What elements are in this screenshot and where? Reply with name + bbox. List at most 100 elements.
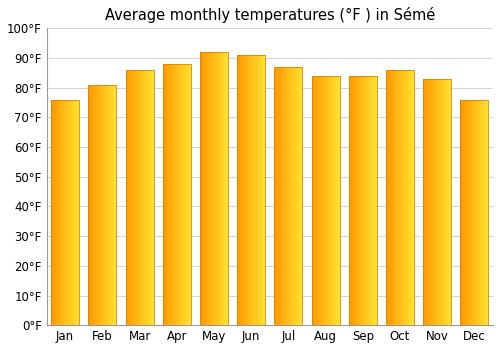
Bar [429, 79, 430, 325]
Bar [173, 64, 174, 325]
Bar [168, 64, 170, 325]
Bar [403, 70, 404, 325]
Bar [464, 99, 465, 325]
Bar [188, 64, 189, 325]
Bar [102, 85, 104, 325]
Bar [460, 99, 462, 325]
Bar [286, 67, 288, 325]
Bar [278, 67, 279, 325]
Bar [241, 55, 242, 325]
Bar [135, 70, 136, 325]
Bar [335, 76, 336, 325]
Bar [144, 70, 145, 325]
Bar [321, 76, 322, 325]
Bar [90, 85, 91, 325]
Bar [107, 85, 108, 325]
Bar [96, 85, 97, 325]
Bar [149, 70, 150, 325]
Bar [318, 76, 319, 325]
Bar [364, 76, 366, 325]
Bar [386, 70, 414, 325]
Bar [481, 99, 482, 325]
Bar [52, 99, 53, 325]
Bar [78, 99, 79, 325]
Bar [486, 99, 488, 325]
Bar [274, 67, 302, 325]
Bar [432, 79, 434, 325]
Bar [152, 70, 154, 325]
Bar [184, 64, 185, 325]
Bar [163, 64, 164, 325]
Bar [472, 99, 474, 325]
Bar [322, 76, 323, 325]
Bar [465, 99, 466, 325]
Bar [201, 52, 202, 325]
Bar [147, 70, 148, 325]
Bar [60, 99, 62, 325]
Bar [174, 64, 175, 325]
Bar [295, 67, 296, 325]
Bar [142, 70, 144, 325]
Bar [180, 64, 182, 325]
Bar [350, 76, 352, 325]
Bar [359, 76, 360, 325]
Bar [222, 52, 224, 325]
Bar [462, 99, 464, 325]
Bar [410, 70, 411, 325]
Bar [97, 85, 98, 325]
Bar [140, 70, 141, 325]
Bar [440, 79, 441, 325]
Bar [237, 55, 265, 325]
Bar [138, 70, 140, 325]
Bar [58, 99, 59, 325]
Bar [208, 52, 210, 325]
Bar [57, 99, 58, 325]
Bar [166, 64, 168, 325]
Bar [246, 55, 248, 325]
Bar [204, 52, 206, 325]
Bar [298, 67, 300, 325]
Bar [284, 67, 286, 325]
Bar [396, 70, 397, 325]
Bar [257, 55, 258, 325]
Bar [218, 52, 220, 325]
Bar [108, 85, 109, 325]
Bar [54, 99, 55, 325]
Bar [213, 52, 214, 325]
Bar [320, 76, 321, 325]
Bar [88, 85, 90, 325]
Bar [372, 76, 373, 325]
Bar [224, 52, 225, 325]
Bar [109, 85, 110, 325]
Bar [338, 76, 340, 325]
Bar [251, 55, 252, 325]
Bar [214, 52, 215, 325]
Bar [94, 85, 95, 325]
Bar [206, 52, 208, 325]
Bar [88, 85, 117, 325]
Bar [186, 64, 187, 325]
Bar [479, 99, 480, 325]
Bar [104, 85, 105, 325]
Bar [260, 55, 262, 325]
Bar [406, 70, 408, 325]
Bar [358, 76, 359, 325]
Bar [51, 99, 52, 325]
Bar [72, 99, 74, 325]
Bar [112, 85, 114, 325]
Bar [283, 67, 284, 325]
Bar [70, 99, 72, 325]
Bar [317, 76, 318, 325]
Bar [238, 55, 239, 325]
Bar [145, 70, 146, 325]
Bar [131, 70, 132, 325]
Bar [252, 55, 253, 325]
Bar [291, 67, 292, 325]
Bar [484, 99, 486, 325]
Bar [400, 70, 401, 325]
Bar [404, 70, 406, 325]
Bar [55, 99, 56, 325]
Bar [394, 70, 396, 325]
Bar [279, 67, 280, 325]
Bar [468, 99, 469, 325]
